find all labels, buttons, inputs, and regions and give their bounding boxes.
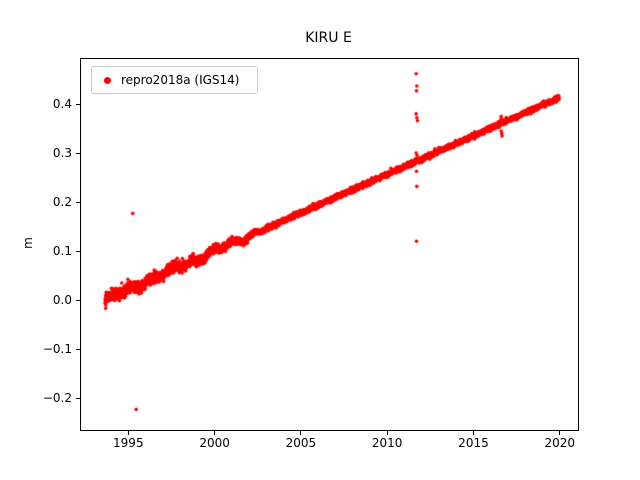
x-tick-mark	[214, 431, 216, 435]
y-tick-mark	[76, 348, 80, 350]
legend-label: repro2018a (IGS14)	[121, 73, 240, 87]
y-tick-mark	[76, 152, 80, 154]
y-tick-label: 0.4	[52, 97, 72, 112]
axes-area: repro2018a (IGS14)	[80, 58, 579, 431]
y-tick-mark	[76, 250, 80, 252]
x-tick-mark	[127, 431, 129, 435]
legend: repro2018a (IGS14)	[91, 66, 259, 94]
y-tick-label: 0.0	[52, 293, 72, 308]
y-tick-label: 0.3	[52, 146, 72, 161]
y-tick-label: −0.2	[42, 391, 72, 406]
y-tick-mark	[76, 299, 80, 301]
y-tick-mark	[76, 103, 80, 105]
x-tick-mark	[386, 431, 388, 435]
x-tick-mark	[300, 431, 302, 435]
scatter-canvas	[81, 59, 578, 430]
x-tick-label: 2015	[458, 436, 489, 450]
x-tick-label: 2000	[199, 436, 230, 450]
x-tick-label: 2020	[544, 436, 576, 450]
plot-title: KIRU E	[305, 30, 352, 46]
y-tick-label: 0.1	[52, 244, 72, 259]
x-tick-mark	[472, 431, 474, 435]
x-tick-label: 1995	[113, 436, 144, 450]
x-tick-label: 2010	[371, 436, 403, 450]
y-tick-label: −0.1	[42, 342, 72, 357]
y-tick-mark	[76, 397, 80, 399]
x-tick-label: 2005	[285, 436, 317, 450]
y-tick-label: 0.2	[52, 195, 72, 210]
legend-marker-icon	[104, 76, 111, 84]
x-tick-mark	[559, 431, 561, 435]
y-tick-mark	[76, 201, 80, 203]
